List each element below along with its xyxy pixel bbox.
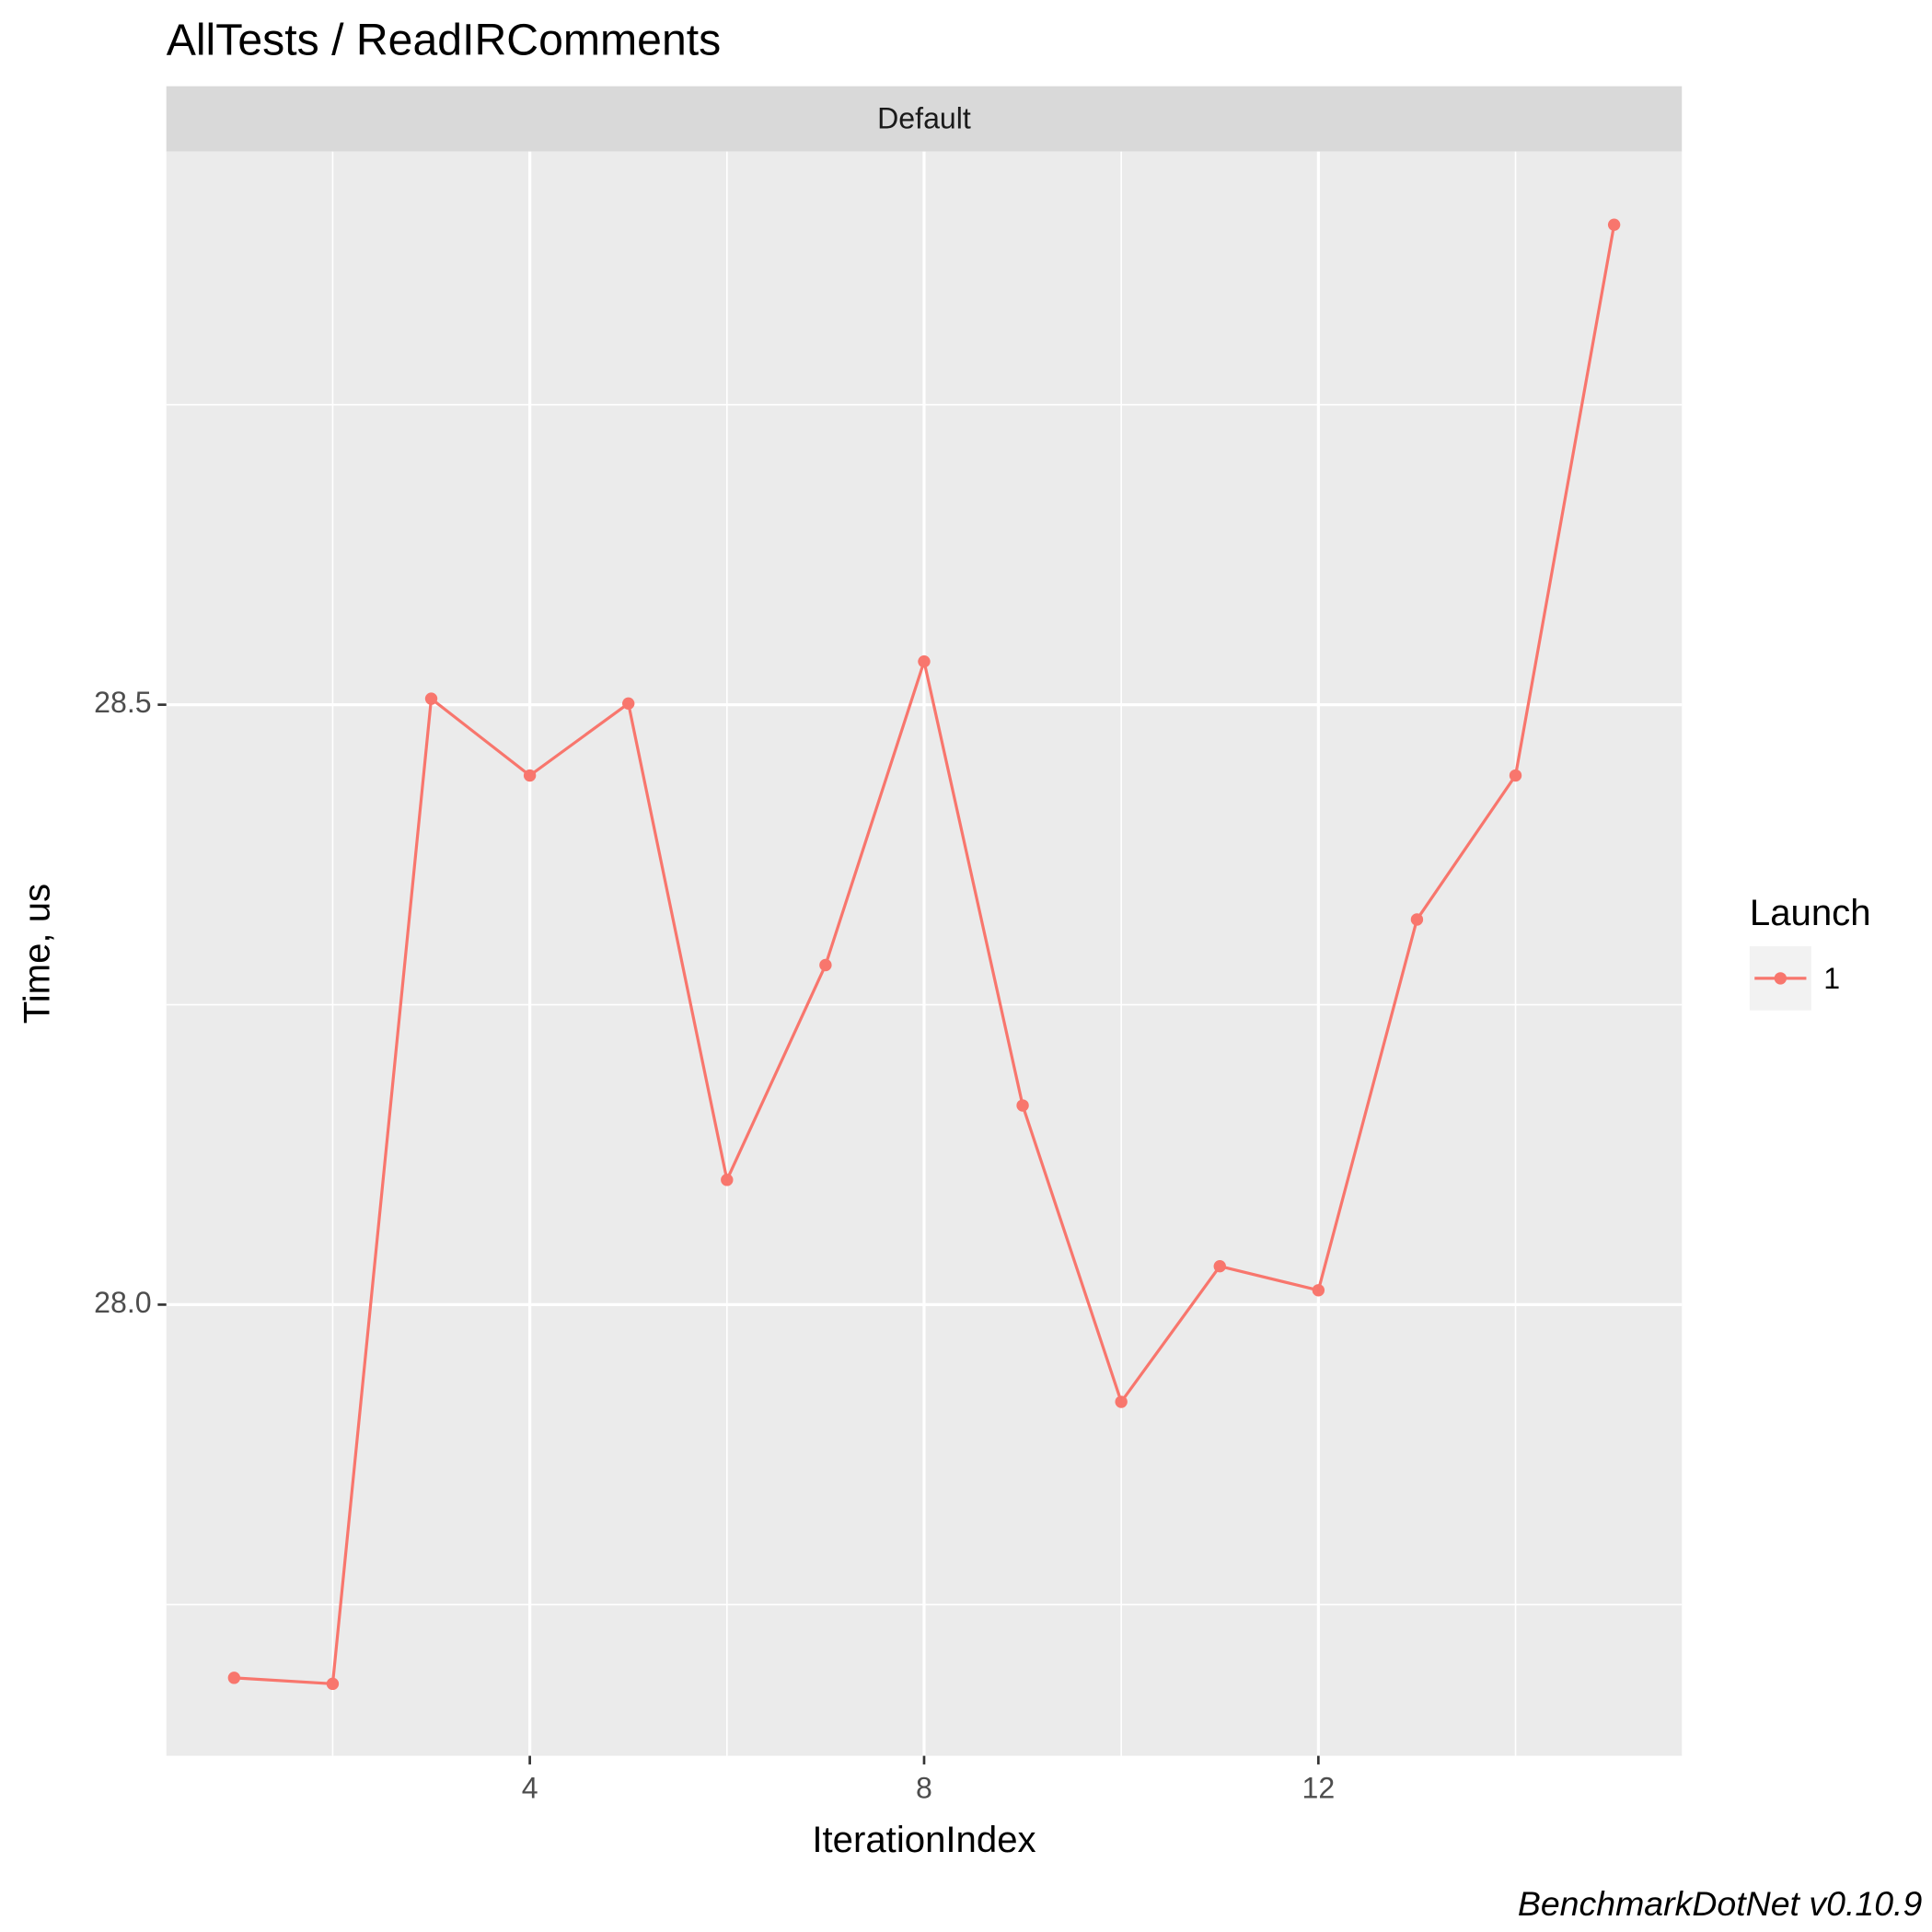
data-point [1213, 1260, 1226, 1273]
caption: BenchmarkDotNet v0.10.9 [1518, 1884, 1923, 1923]
legend-label: 1 [1823, 962, 1840, 995]
data-point [326, 1677, 340, 1691]
y-tick-label: 28.0 [94, 1286, 152, 1319]
data-point [424, 692, 438, 705]
data-point [721, 1174, 734, 1186]
y-axis-title: Time, us [16, 884, 57, 1024]
x-axis-title: IterationIndex [812, 1819, 1035, 1860]
facet-label: Default [877, 102, 971, 135]
data-point [1016, 1099, 1029, 1112]
x-tick-label: 8 [916, 1772, 932, 1805]
x-tick-label: 4 [522, 1772, 538, 1805]
data-point [1410, 913, 1424, 926]
data-point [622, 697, 635, 711]
data-point [819, 958, 832, 972]
data-point [523, 769, 537, 782]
data-point [1509, 769, 1522, 782]
data-point [918, 654, 931, 668]
facet-strip [166, 86, 1683, 152]
x-tick-label: 12 [1301, 1772, 1335, 1805]
data-point [1312, 1284, 1325, 1297]
legend-title: Launch [1750, 892, 1871, 933]
data-point [1607, 218, 1621, 231]
data-point [227, 1672, 241, 1684]
chart-title: AllTests / ReadIRComments [167, 16, 722, 65]
data-point [1115, 1395, 1128, 1408]
legend-point [1774, 972, 1787, 985]
y-tick-label: 28.5 [94, 686, 152, 719]
